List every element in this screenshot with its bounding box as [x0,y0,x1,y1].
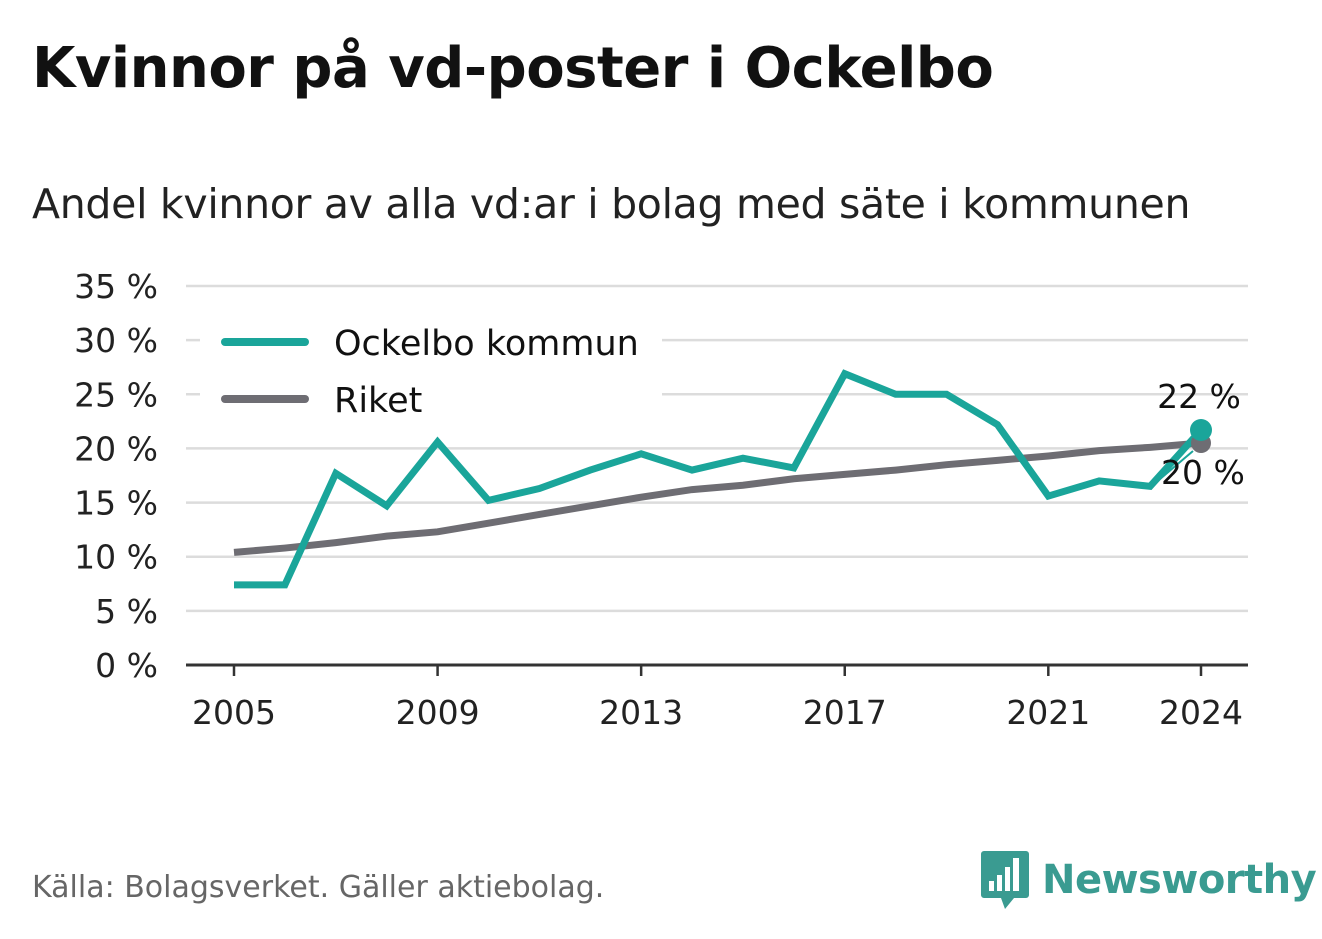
chart-speech-bubble-icon [981,851,1029,909]
end-label-ockelbo: 22 % [1157,377,1241,416]
x-tick-label: 2013 [599,693,683,732]
legend: Ockelbo kommun Riket [200,316,662,428]
end-markers: 22 % 20 % [1152,377,1245,492]
chart-subtitle: Andel kvinnor av alla vd:ar i bolag med … [32,180,1191,228]
end-label-leader-riket [1152,450,1194,486]
y-tick-label: 5 % [95,592,158,631]
x-tick-label: 2017 [803,693,887,732]
x-tick-label: 2005 [192,693,276,732]
end-marker-ockelbo [1190,419,1212,442]
y-tick-label: 15 % [74,484,158,523]
x-tick-label: 2024 [1159,693,1243,732]
y-tick-label: 20 % [74,429,158,468]
series-line-riket [233,439,1202,556]
y-tick-label: 35 % [74,267,158,306]
y-tick-label: 10 % [74,538,158,577]
newsworthy-logo[interactable]: Newsworthy [980,848,1317,912]
series-lines [233,369,1204,589]
y-tick-label: 25 % [74,375,158,414]
legend-label-ockelbo: Ockelbo kommun [334,324,639,364]
brand-name: Newsworthy [1042,857,1317,903]
legend-background [200,316,662,428]
legend-label-riket: Riket [334,381,422,421]
y-axis-ticks: 0 % 5 % 10 % 15 % 20 % 25 % 30 % 35 % [74,267,158,685]
source-note: Källa: Bolagsverket. Gäller aktiebolag. [32,870,605,905]
x-tick-label: 2021 [1006,693,1090,732]
chart-title: Kvinnor på vd-poster i Ockelbo [32,36,994,101]
y-tick-label: 30 % [74,321,158,360]
x-tick-label: 2009 [396,693,480,732]
y-tick-label: 0 % [95,646,158,685]
x-axis-ticks: 2005 2009 2013 2017 2021 2024 [192,665,1243,732]
series-line-ockelbo [234,369,1204,589]
end-label-riket: 20 % [1161,453,1245,492]
